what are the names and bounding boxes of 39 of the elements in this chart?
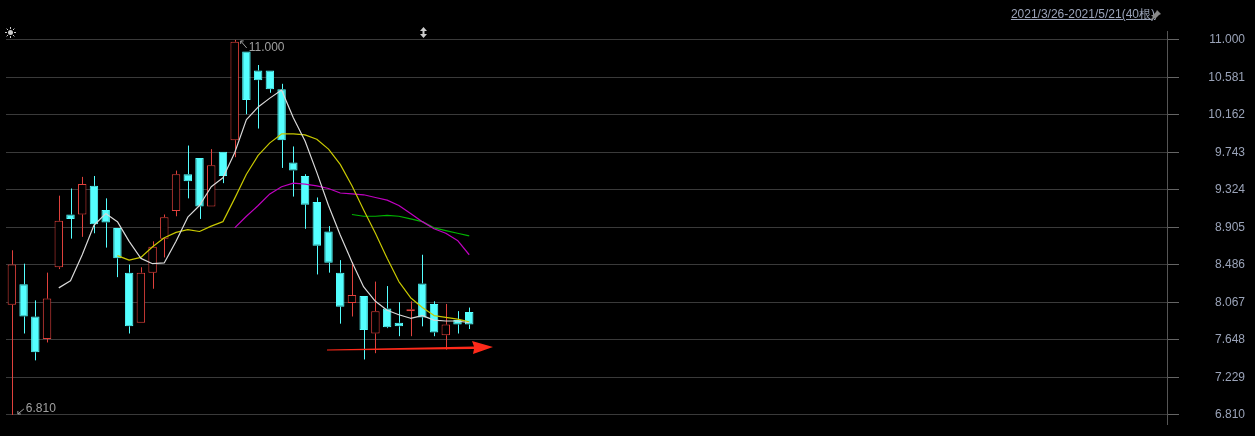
- candlestick: [289, 145, 298, 198]
- candlestick: [336, 259, 345, 325]
- y-tick-label: 8.905: [1214, 219, 1246, 234]
- candlestick: [160, 213, 169, 258]
- candlestick: [42, 272, 52, 343]
- annotation: 11.000: [248, 40, 285, 55]
- candlestick: [183, 145, 192, 199]
- candlestick: [89, 175, 99, 234]
- y-tick-label: 9.743: [1214, 144, 1246, 159]
- candlestick: [359, 295, 368, 360]
- candlestick: [231, 39, 238, 158]
- y-tick-label: 11.000: [1209, 32, 1246, 47]
- candlestick: [371, 281, 380, 354]
- candlestick: [31, 299, 40, 361]
- candlestick: [54, 195, 63, 270]
- candlestick: [78, 176, 87, 238]
- candlestick: [312, 196, 321, 275]
- candlestick: [277, 83, 286, 169]
- candlestick: [124, 264, 134, 335]
- candlestick: [418, 254, 427, 327]
- y-tick-label: 9.324: [1214, 182, 1246, 197]
- candlestick: [242, 51, 251, 115]
- annotation: 6.810: [25, 401, 57, 416]
- candlestick: [265, 70, 275, 94]
- y-tick-label: 10.162: [1208, 107, 1246, 122]
- candlestick: [253, 64, 263, 130]
- y-tick-label: 7.229: [1214, 369, 1246, 384]
- candlestick: [324, 225, 333, 274]
- y-tick-label: 8.067: [1214, 294, 1246, 309]
- y-tick-label: 6.810: [1214, 407, 1246, 422]
- candlestick: [7, 249, 17, 416]
- y-tick-label: 10.581: [1208, 69, 1246, 84]
- candlestick: [136, 266, 146, 323]
- candlestick: [148, 240, 157, 290]
- candlestick: [66, 188, 75, 240]
- candlestick: [19, 263, 28, 335]
- candlestick: [195, 158, 204, 220]
- y-tick-label: 8.486: [1214, 257, 1246, 272]
- y-tick-label: 7.648: [1214, 332, 1246, 347]
